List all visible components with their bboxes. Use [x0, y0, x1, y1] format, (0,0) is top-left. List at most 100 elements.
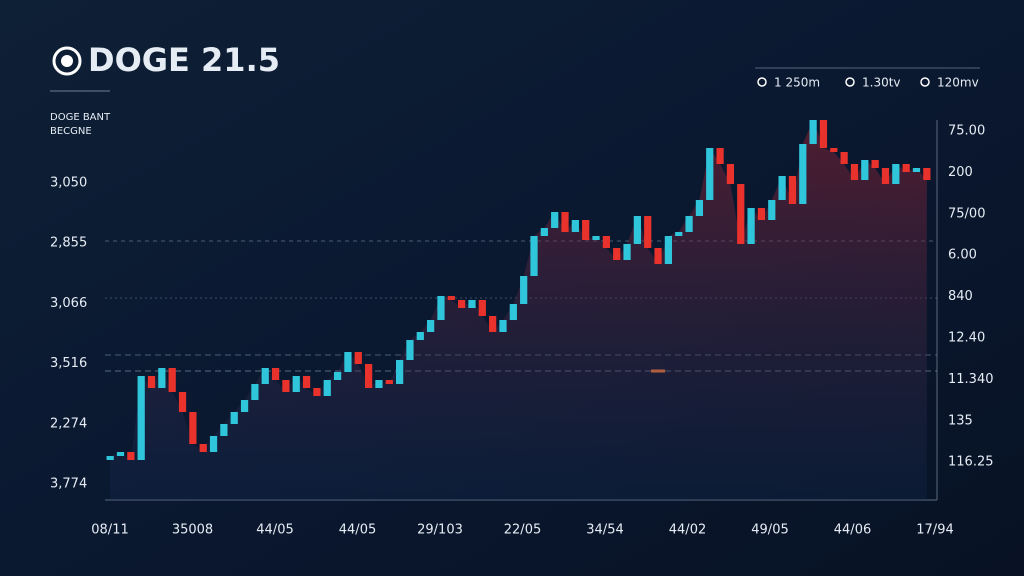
y2-tick-label: 12.40 [948, 331, 985, 346]
candle [416, 332, 424, 340]
candle [292, 376, 300, 392]
candle [323, 380, 331, 396]
candle [333, 372, 342, 380]
candle [240, 400, 249, 412]
candle [302, 376, 311, 388]
candle [840, 152, 848, 164]
y-tick-label: 3,066 [50, 296, 87, 311]
candle [406, 340, 414, 360]
candle [520, 276, 528, 304]
candle [695, 200, 704, 216]
candle [757, 208, 766, 220]
candle [509, 304, 517, 320]
candle [116, 452, 125, 456]
candle [540, 228, 548, 236]
candle [861, 160, 869, 180]
y-tick-label: 2,274 [50, 416, 87, 431]
candle [737, 184, 745, 244]
candle [923, 168, 931, 180]
candle [716, 148, 724, 164]
x-tick-label: 08/11 [91, 523, 128, 538]
candle [850, 164, 859, 180]
candle [799, 144, 807, 204]
candle [530, 236, 538, 276]
candle [199, 444, 207, 452]
candle [375, 380, 383, 388]
candle [633, 216, 641, 244]
x-tick-label: 44/06 [834, 523, 871, 538]
candle [137, 376, 145, 460]
candle [344, 352, 352, 372]
candle [468, 300, 476, 308]
candle [602, 236, 610, 248]
y2-tick-label: 135 [948, 413, 973, 428]
x-tick-label: 34/54 [586, 523, 623, 538]
candle [261, 368, 269, 384]
candle [592, 236, 600, 240]
candle [127, 452, 135, 460]
candle [385, 380, 393, 384]
logo [52, 46, 82, 76]
candle [271, 368, 280, 380]
y-tick-label: 3,516 [50, 356, 87, 371]
candle [478, 300, 486, 316]
candle [364, 364, 373, 388]
candle [623, 244, 631, 260]
legend-label: 120mv [937, 76, 979, 90]
legend-icon [845, 77, 855, 87]
candle [427, 320, 435, 332]
candle [819, 120, 828, 148]
candle [788, 176, 797, 204]
y2-tick-label: 840 [948, 289, 973, 304]
candle [437, 296, 445, 320]
candle [168, 368, 176, 392]
x-tick-label: 22/05 [504, 523, 541, 538]
candle [881, 168, 890, 184]
candle [561, 212, 569, 232]
y2-tick-label: 116.25 [948, 455, 994, 470]
candle [778, 176, 786, 200]
legend-icon [920, 77, 930, 87]
title: DOGE 21.5 [88, 41, 280, 79]
candle [809, 120, 817, 144]
subtitle: BECGNE [50, 126, 92, 137]
candle [447, 296, 455, 300]
candle [571, 220, 579, 232]
candle [830, 148, 838, 152]
candle [912, 168, 921, 172]
volume-area [110, 120, 927, 500]
candle [747, 208, 755, 244]
candle [685, 216, 693, 232]
y2-tick-label: 11.340 [948, 372, 994, 387]
candle [871, 160, 879, 168]
y-tick-label: 3,774 [50, 477, 87, 492]
plot [105, 120, 937, 500]
y2-tick-label: 75/00 [948, 206, 985, 221]
subtitle: DOGE BANT [50, 112, 111, 123]
x-tick-label: 44/02 [669, 523, 706, 538]
x-tick-label: 44/05 [339, 523, 376, 538]
candle [313, 388, 321, 396]
candle [230, 412, 238, 424]
candle [706, 148, 714, 200]
legend-label: 1 250m [774, 76, 820, 90]
x-tick-label: 35008 [172, 523, 213, 538]
y2-tick-label: 6.00 [948, 248, 977, 263]
candle [396, 360, 404, 384]
x-tick-label: 29/103 [417, 523, 463, 538]
legend-label: 1.30tv [862, 76, 901, 90]
candle [664, 236, 673, 264]
candle [551, 212, 559, 228]
x-tick-label: 17/94 [916, 523, 953, 538]
candle [147, 376, 156, 388]
candle [458, 300, 466, 308]
candle [354, 352, 362, 364]
candle [726, 164, 735, 184]
candle [613, 248, 621, 260]
x-tick-label: 44/05 [256, 523, 293, 538]
candle [489, 316, 497, 332]
candle [675, 232, 683, 236]
candle [158, 368, 166, 388]
x-tick-label: 49/05 [751, 523, 788, 538]
